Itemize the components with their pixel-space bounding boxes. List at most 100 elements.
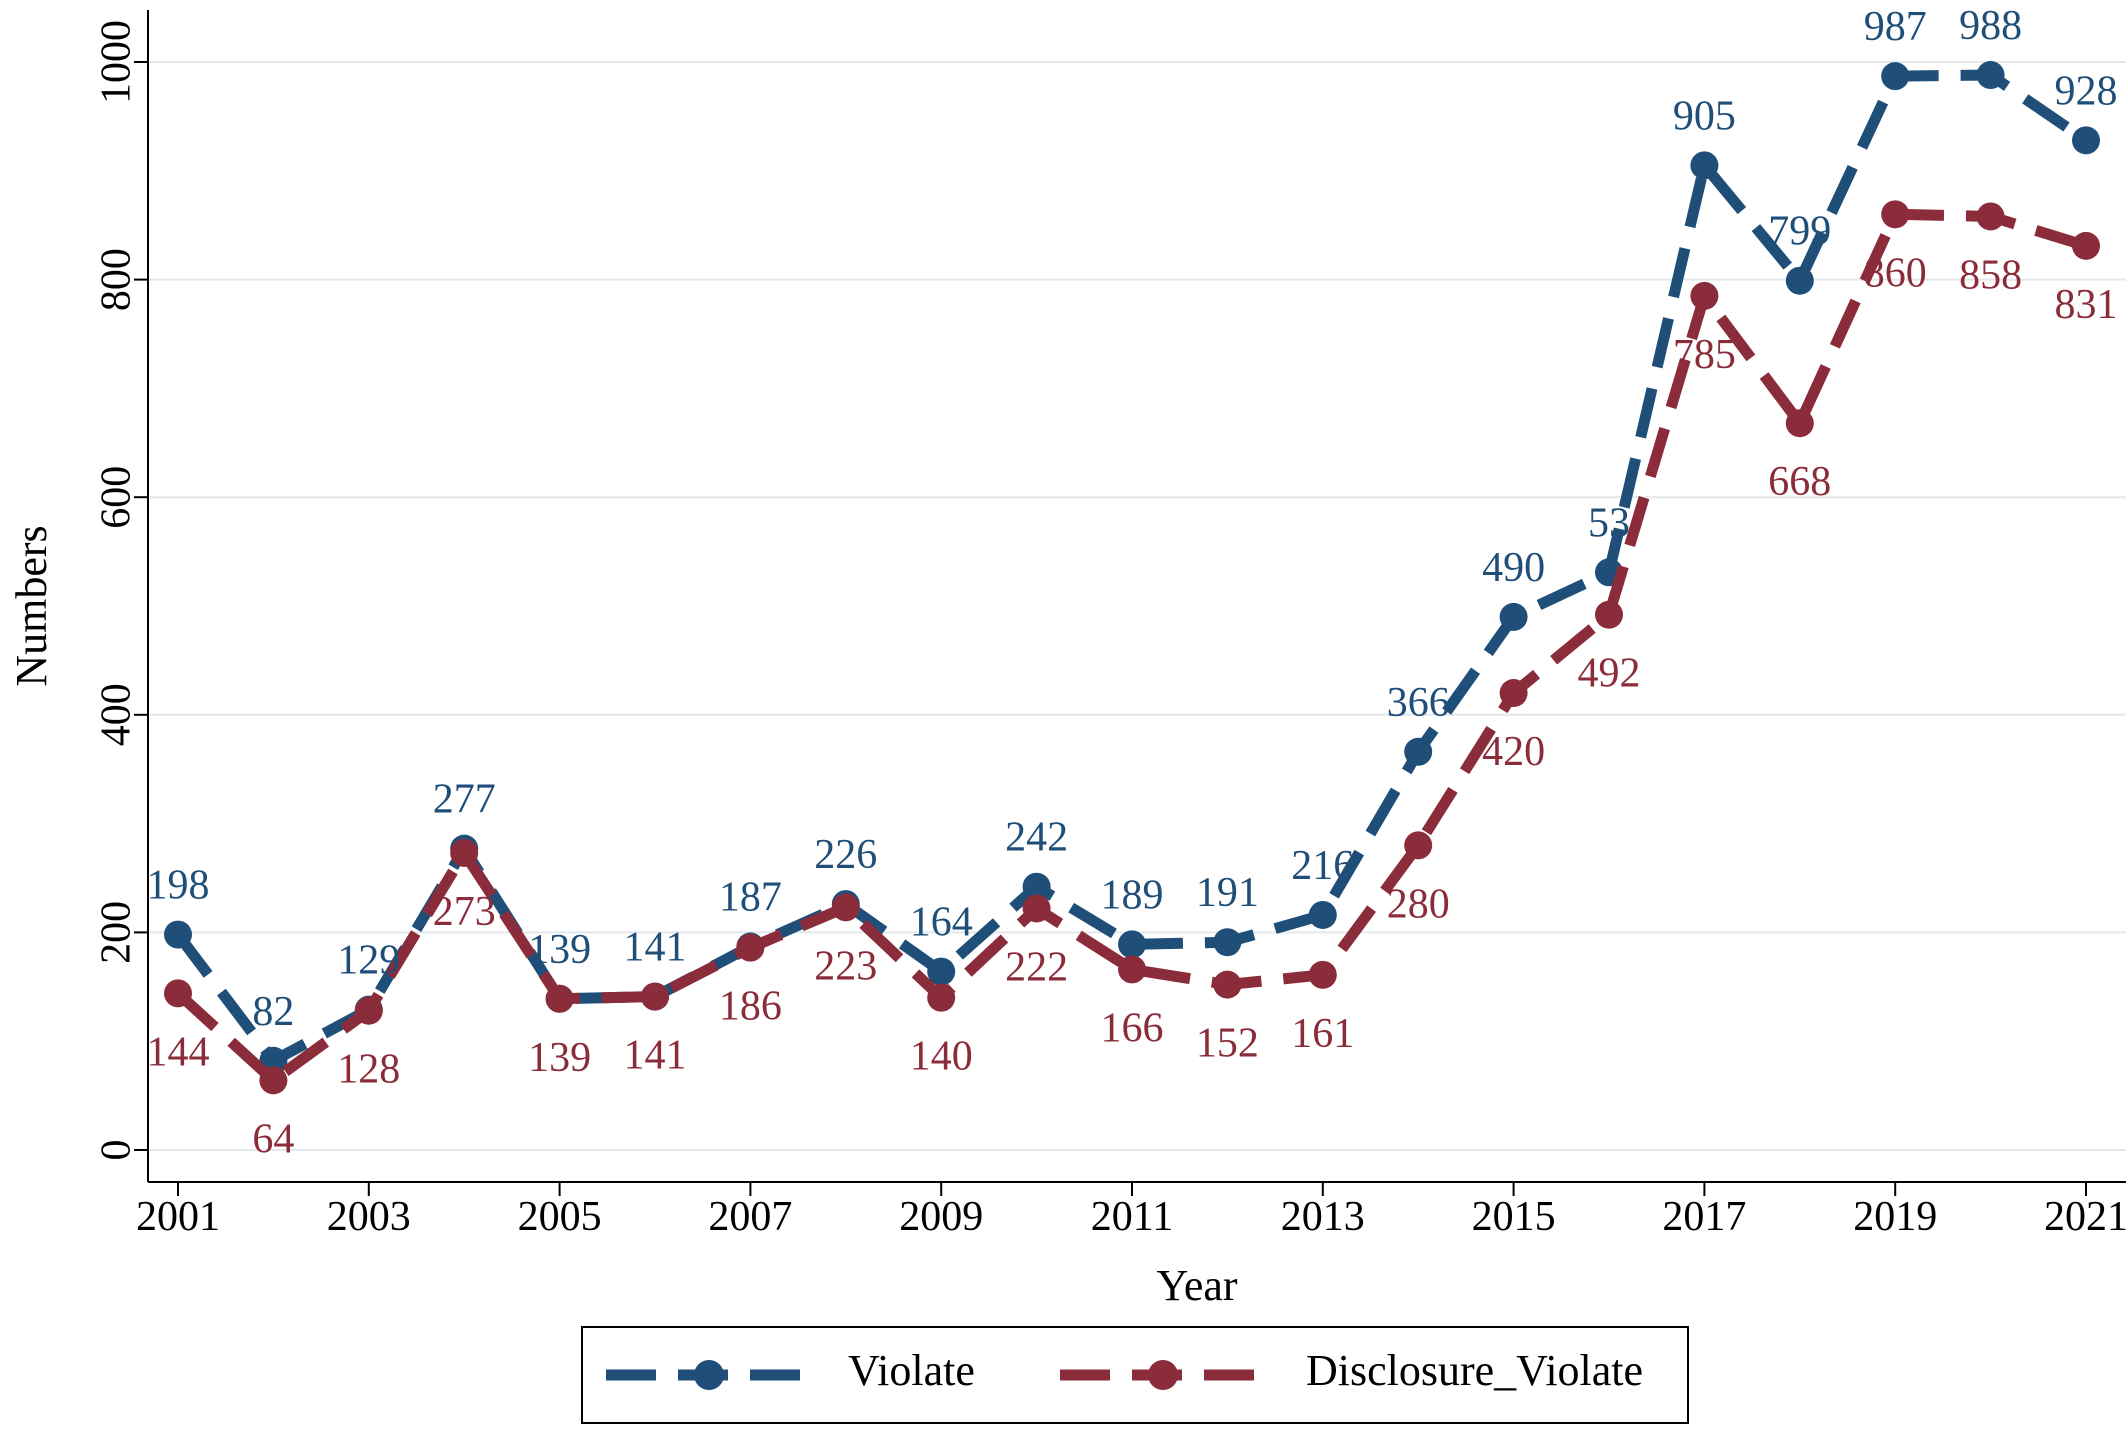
- data-label-violate: 905: [1673, 93, 1736, 139]
- y-tick-label: 800: [94, 248, 140, 311]
- data-point-disclosure-violate: [1118, 955, 1146, 984]
- data-label-violate: 141: [624, 925, 687, 971]
- data-point-disclosure-violate: [736, 933, 765, 962]
- data-label-disclosure-violate: 280: [1387, 881, 1450, 927]
- data-point-disclosure-violate: [1690, 281, 1719, 310]
- legend-label-violate: Violate: [848, 1346, 975, 1395]
- data-point-disclosure-violate: [1595, 600, 1623, 629]
- data-label-violate: 198: [147, 863, 210, 909]
- data-point-violate: [1022, 872, 1051, 901]
- data-label-disclosure-violate: 166: [1101, 1005, 1164, 1051]
- data-label-disclosure-violate: 186: [719, 984, 782, 1030]
- data-label-disclosure-violate: 128: [337, 1047, 400, 1093]
- data-label-disclosure-violate: 860: [1864, 250, 1927, 296]
- data-point-disclosure-violate: [1022, 894, 1051, 923]
- legend-marker-violate: [694, 1360, 724, 1390]
- data-label-violate: 139: [528, 927, 591, 973]
- x-tick-label: 2015: [1472, 1194, 1556, 1240]
- data-label-disclosure-violate: 64: [252, 1116, 294, 1162]
- data-label-disclosure-violate: 222: [1005, 944, 1068, 990]
- data-label-disclosure-violate: 668: [1768, 459, 1831, 505]
- legend-label-disclosure-violate: Disclosure_Violate: [1306, 1346, 1643, 1395]
- data-label-violate: 799: [1768, 209, 1831, 255]
- data-label-disclosure-violate: 144: [147, 1029, 210, 1075]
- data-point-disclosure-violate: [450, 838, 479, 867]
- data-point-violate: [1499, 602, 1528, 631]
- data-point-disclosure-violate: [164, 979, 192, 1008]
- data-point-violate: [2072, 126, 2100, 155]
- x-tick-label: 2011: [1091, 1194, 1173, 1240]
- x-tick-label: 2019: [1853, 1194, 1937, 1240]
- data-label-violate: 242: [1005, 815, 1068, 861]
- data-label-disclosure-violate: 492: [1578, 651, 1641, 697]
- data-label-violate: 53: [1588, 500, 1630, 546]
- legend-marker-disclosure-violate: [1148, 1360, 1178, 1390]
- data-label-disclosure-violate: 141: [624, 1033, 687, 1079]
- gridlines: [150, 61, 2126, 1151]
- data-label-violate: 191: [1196, 870, 1259, 916]
- data-label-violate: 216: [1291, 843, 1354, 889]
- data-point-disclosure-violate: [1881, 200, 1910, 229]
- data-point-disclosure-violate: [1308, 960, 1337, 989]
- x-tick-label: 2021: [2044, 1194, 2128, 1240]
- data-point-violate: [1881, 62, 1910, 91]
- data-point-violate: [1308, 900, 1337, 929]
- x-tick-label: 2003: [327, 1194, 411, 1240]
- data-label-violate: 366: [1387, 680, 1450, 726]
- data-point-disclosure-violate: [1976, 202, 2005, 231]
- y-tick-label: 0: [94, 1140, 140, 1161]
- data-point-violate: [1690, 151, 1719, 180]
- data-point-disclosure-violate: [1499, 679, 1528, 708]
- y-tick-label: 200: [94, 901, 140, 964]
- data-label-violate: 987: [1864, 4, 1927, 50]
- series-layer: [164, 61, 2100, 1095]
- y-axis-title: Numbers: [7, 525, 56, 686]
- x-tick-label: 2017: [1662, 1194, 1746, 1240]
- y-tick-label: 1000: [94, 20, 140, 104]
- data-point-violate: [1404, 737, 1433, 766]
- data-point-disclosure-violate: [927, 983, 956, 1012]
- data-label-disclosure-violate: 140: [910, 1034, 973, 1080]
- data-label-disclosure-violate: 161: [1291, 1011, 1354, 1057]
- data-point-disclosure-violate: [2072, 231, 2100, 260]
- y-tick-label: 600: [94, 466, 140, 529]
- data-label-violate: 129: [337, 938, 400, 984]
- axes: 0 200 400 600 800 1000 2001 2003 2005 2007 2009 201…: [7, 10, 2128, 1310]
- x-tick-label: 2007: [708, 1194, 792, 1240]
- data-label-disclosure-violate: 785: [1673, 332, 1736, 378]
- data-label-disclosure-violate: 152: [1196, 1021, 1259, 1067]
- data-point-violate: [927, 957, 956, 986]
- data-label-violate: 928: [2055, 68, 2118, 114]
- legend: Violate Disclosure_Violate: [581, 1326, 1689, 1424]
- data-point-disclosure-violate: [545, 984, 574, 1013]
- y-tick-label: 400: [94, 683, 140, 746]
- data-point-disclosure-violate: [1213, 970, 1242, 999]
- data-point-violate: [1213, 928, 1242, 957]
- x-tick-label: 2005: [518, 1194, 602, 1240]
- data-point-violate: [164, 920, 192, 949]
- data-label-disclosure-violate: 223: [814, 943, 877, 989]
- data-label-disclosure-violate: 139: [528, 1035, 591, 1081]
- data-point-violate: [1118, 930, 1146, 959]
- data-point-disclosure-violate: [354, 996, 383, 1025]
- data-label-disclosure-violate: 420: [1482, 729, 1545, 775]
- data-point-disclosure-violate: [831, 893, 860, 922]
- data-point-disclosure-violate: [1785, 409, 1814, 438]
- data-label-violate: 490: [1482, 545, 1545, 591]
- data-label-violate: 277: [433, 777, 496, 823]
- x-axis-title: Year: [1156, 1261, 1237, 1310]
- data-labels: 198 82 129 277 139 141 187 226 164 242 189 191 216 36…: [147, 3, 2118, 1162]
- data-point-violate: [1785, 266, 1814, 295]
- data-label-violate: 988: [1959, 3, 2022, 49]
- x-tick-label: 2001: [136, 1194, 220, 1240]
- data-label-violate: 189: [1101, 872, 1164, 918]
- data-label-disclosure-violate: 831: [2055, 282, 2118, 328]
- x-tick-label: 2009: [899, 1194, 983, 1240]
- x-tick-label: 2013: [1281, 1194, 1365, 1240]
- series-line-violate: [173, 69, 2090, 1067]
- data-label-violate: 164: [910, 900, 973, 946]
- data-point-disclosure-violate: [641, 982, 669, 1011]
- data-point-disclosure-violate: [1404, 831, 1433, 860]
